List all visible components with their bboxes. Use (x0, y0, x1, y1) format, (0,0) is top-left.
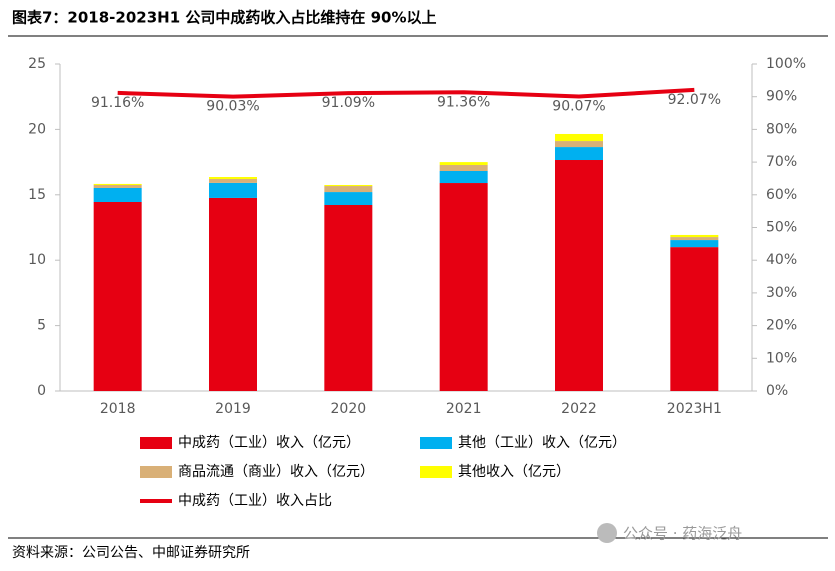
y2-tick-label: 50% (766, 220, 797, 236)
y2-tick-label: 10% (766, 350, 797, 366)
bar (555, 147, 603, 161)
bar (555, 133, 603, 142)
watermark-icon (597, 523, 617, 543)
bar (209, 197, 257, 391)
legend-swatch (420, 437, 452, 449)
legend-swatch (140, 437, 172, 449)
legend-label: 其他（工业）收入（亿元） (458, 435, 626, 451)
bar (93, 183, 142, 185)
bar (439, 164, 488, 171)
chart-title: 图表7：2018-2023H1 公司中成药收入占比维持在 90%以上 (12, 9, 437, 27)
y2-tick-label: 30% (766, 285, 797, 301)
data-label: 90.07% (552, 98, 605, 114)
legend-swatch (420, 466, 452, 478)
source: 资料来源：公司公告、中邮证券研究所 (12, 545, 250, 561)
bar (439, 183, 488, 391)
x-tick-label: 2023H1 (667, 401, 722, 417)
legend-label: 其他收入（亿元） (458, 464, 570, 480)
bar (670, 240, 719, 248)
y2-tick-label: 60% (766, 187, 797, 203)
legend-label: 商品流通（商业）收入（亿元） (178, 464, 374, 480)
y2-tick-label: 80% (766, 121, 797, 137)
y-tick-label: 15 (28, 187, 46, 203)
bar (324, 192, 373, 206)
y-tick-label: 20 (28, 121, 46, 137)
bar (93, 184, 142, 188)
y2-tick-label: 90% (766, 89, 797, 105)
y-tick-label: 10 (28, 252, 46, 268)
x-tick-label: 2022 (561, 401, 597, 417)
bar (324, 184, 373, 187)
y-tick-label: 5 (37, 318, 46, 334)
data-label: 91.36% (437, 94, 490, 110)
bar (209, 178, 257, 183)
bar (439, 170, 488, 184)
y2-tick-label: 20% (766, 318, 797, 334)
watermark: 公众号 · 药海泛舟 (623, 525, 742, 543)
bar (324, 205, 373, 391)
y-tick-label: 25 (28, 56, 46, 72)
bar (555, 160, 603, 391)
x-tick-label: 2020 (331, 401, 367, 417)
data-label: 90.03% (206, 99, 259, 115)
bar (670, 237, 719, 241)
y-tick-label: 0 (37, 383, 46, 399)
data-label: 91.16% (91, 95, 144, 111)
bar (93, 201, 142, 391)
x-tick-label: 2021 (446, 401, 482, 417)
x-tick-label: 2019 (215, 401, 251, 417)
bar (324, 186, 373, 193)
data-label: 92.07% (668, 92, 721, 108)
legend-label: 中成药（工业）收入占比 (178, 493, 332, 509)
bar (439, 162, 488, 165)
bar (209, 182, 257, 198)
data-label: 91.09% (322, 95, 375, 111)
y2-tick-label: 0% (766, 383, 788, 399)
y2-tick-label: 40% (766, 252, 797, 268)
ratio-line (117, 87, 695, 99)
bar (555, 141, 603, 148)
bar (93, 187, 142, 202)
bar (670, 247, 719, 391)
bar (209, 177, 257, 179)
legend-swatch (140, 466, 172, 478)
bar (670, 234, 719, 238)
legend-label: 中成药（工业）收入（亿元） (178, 435, 360, 451)
y2-tick-label: 70% (766, 154, 797, 170)
y2-tick-label: 100% (766, 56, 806, 72)
x-tick-label: 2018 (100, 401, 136, 417)
